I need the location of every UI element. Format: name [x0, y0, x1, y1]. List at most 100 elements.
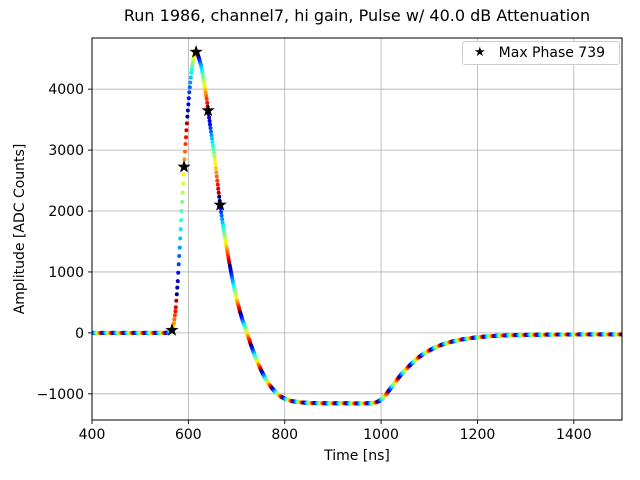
legend-label: Max Phase 739	[498, 45, 606, 61]
waveform-dot	[175, 279, 180, 284]
waveform-dot	[210, 140, 215, 145]
waveform-dot	[222, 232, 227, 237]
tick-labels: 400 600 800 1000 1200 1400 −1000 0 1000 2000 3000 4…	[37, 82, 592, 443]
y-tick-label: −1000	[37, 387, 84, 403]
waveform-dot	[177, 245, 182, 250]
x-tick-label: 600	[175, 427, 202, 443]
waveform-dot	[215, 178, 220, 183]
waveform-dot	[211, 150, 216, 155]
waveform-dot	[175, 285, 180, 290]
waveform-dot	[179, 218, 184, 223]
waveform-dot	[182, 157, 187, 162]
waveform-dot	[172, 317, 177, 322]
waveform-dot	[174, 292, 179, 297]
waveform-dot	[186, 96, 191, 101]
waveform-dot	[187, 90, 192, 95]
y-axis-label: Amplitude [ADC Counts]	[12, 143, 28, 315]
waveform-dot	[208, 126, 213, 130]
max-phase-star-marker	[165, 323, 179, 336]
waveform-dot	[216, 190, 221, 195]
waveform-dot	[204, 93, 209, 98]
waveform-dot	[184, 121, 189, 126]
waveform-dot	[178, 227, 183, 232]
waveform-dot	[214, 170, 219, 175]
max-phase-markers	[165, 45, 227, 336]
waveform-dot	[207, 115, 212, 120]
waveform-dot	[207, 119, 212, 123]
x-tick-label: 1200	[460, 427, 496, 443]
max-phase-star-marker	[177, 159, 191, 173]
waveform-dot	[210, 143, 215, 148]
waveform-dot	[219, 210, 224, 214]
waveform-dot	[176, 262, 181, 267]
waveform-dot	[205, 100, 210, 105]
star-icon: ★	[474, 44, 486, 60]
waveform-dot	[210, 136, 214, 141]
max-phase-star-marker	[213, 197, 227, 211]
waveform-dot	[212, 154, 217, 159]
waveform-dot	[179, 209, 184, 213]
waveform-dot	[216, 186, 221, 191]
waveform-dot	[181, 172, 186, 177]
x-tick-label: 1400	[556, 427, 592, 443]
waveform-dot	[202, 84, 207, 89]
waveform-dot	[176, 270, 181, 275]
y-tick-label: 0	[75, 326, 84, 342]
waveform-dot	[213, 162, 218, 166]
waveform-dot	[173, 309, 178, 314]
waveform-dot	[184, 128, 189, 133]
legend: ★ Max Phase 739	[462, 41, 620, 65]
waveform-dot	[185, 108, 190, 113]
x-tick-label: 800	[271, 427, 298, 443]
waveform-dot	[178, 236, 183, 241]
y-tick-label: 3000	[48, 143, 84, 159]
waveform-dot	[173, 305, 178, 310]
waveform-dot	[187, 85, 192, 90]
waveform-dot	[209, 129, 213, 134]
chart-title: Run 1986, channel7, hi gain, Pulse w/ 40…	[123, 6, 591, 25]
waveform-dot	[214, 174, 219, 179]
waveform-dot	[208, 122, 212, 127]
waveform-dot	[220, 220, 225, 225]
y-tick-label: 4000	[48, 82, 84, 98]
waveform-dot	[177, 254, 182, 258]
waveform-dot	[188, 80, 193, 85]
waveform-dot	[183, 142, 188, 146]
tick-marks	[88, 88, 575, 424]
waveform-dot	[222, 229, 226, 234]
x-tick-label: 400	[79, 427, 106, 443]
waveform-dot	[221, 223, 226, 228]
axes-spines	[91, 37, 623, 421]
waveform-dot	[213, 166, 218, 171]
waveform-dot	[219, 213, 224, 218]
waveform-dot	[171, 321, 176, 326]
x-axis-label: Time [ns]	[324, 448, 390, 464]
waveform-dot	[204, 96, 209, 101]
y-tick-label: 2000	[48, 204, 84, 220]
waveform-dot	[180, 190, 185, 195]
waveform-dot	[211, 147, 216, 152]
waveform-dot	[190, 61, 195, 66]
waveform-dot	[221, 226, 226, 231]
gridlines	[91, 38, 622, 420]
waveform-dot	[220, 217, 225, 222]
waveform-dot	[203, 87, 208, 92]
waveform-dot	[181, 181, 186, 186]
waveform-dot	[189, 70, 194, 75]
waveform-dot	[172, 313, 177, 318]
max-phase-star-marker	[189, 45, 203, 58]
waveform-dot	[186, 102, 191, 107]
waveform-dot	[203, 90, 208, 95]
waveform-dots	[92, 50, 622, 406]
waveform-dot	[184, 135, 188, 140]
waveform-dot	[189, 67, 194, 72]
waveform-dot	[217, 194, 222, 199]
waveform-dot	[183, 149, 187, 154]
waveform-dot	[212, 157, 217, 162]
waveform-dot	[188, 75, 193, 80]
max-phase-star-marker	[201, 103, 215, 117]
waveform-dot	[185, 114, 190, 119]
waveform-dot	[215, 182, 220, 187]
